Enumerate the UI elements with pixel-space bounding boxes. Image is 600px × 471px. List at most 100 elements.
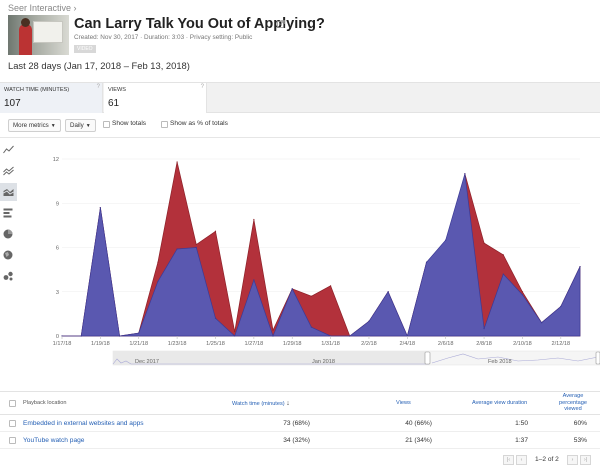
data-point[interactable]: [234, 335, 236, 337]
bubble-chart-icon: [3, 271, 13, 281]
data-point[interactable]: [502, 273, 504, 275]
data-point[interactable]: [387, 291, 389, 293]
external-link-icon[interactable]: [277, 20, 285, 30]
data-point[interactable]: [138, 332, 140, 334]
show-totals-label: Show totals: [112, 120, 147, 127]
x-tick-label: 2/6/18: [438, 341, 454, 347]
data-point[interactable]: [349, 335, 351, 337]
data-point[interactable]: [253, 279, 255, 281]
video-badge: VIDEO: [74, 45, 96, 53]
data-point[interactable]: [80, 335, 82, 337]
col-watch-time[interactable]: Watch time (minutes) ↓: [232, 400, 290, 407]
select-all-checkbox[interactable]: [9, 400, 16, 407]
stacked-area-icon: [3, 189, 14, 196]
show-percent-label: Show as % of totals: [170, 120, 228, 127]
data-point[interactable]: [234, 330, 236, 333]
data-point[interactable]: [176, 161, 178, 163]
video-title[interactable]: Can Larry Talk You Out of Applying?: [74, 16, 325, 32]
sort-down-icon: ↓: [286, 400, 290, 407]
row-views: 40 (66%): [405, 420, 432, 427]
video-header: Seer Interactive › Can Larry Talk You Ou…: [0, 0, 600, 58]
data-point[interactable]: [541, 322, 543, 324]
col-views[interactable]: Views: [396, 400, 411, 406]
data-point[interactable]: [310, 295, 313, 297]
line-chart-tool[interactable]: [0, 141, 17, 159]
data-point[interactable]: [483, 242, 485, 244]
row-location-link[interactable]: YouTube watch page: [23, 437, 85, 444]
data-point[interactable]: [406, 335, 408, 337]
data-point[interactable]: [310, 326, 313, 328]
row-checkbox[interactable]: [9, 420, 16, 427]
bubble-chart-tool[interactable]: [0, 267, 17, 285]
data-point[interactable]: [99, 207, 101, 209]
data-point[interactable]: [560, 305, 562, 308]
channel-breadcrumb[interactable]: Seer Interactive ›: [8, 3, 77, 13]
next-page-button[interactable]: ›: [567, 455, 578, 465]
first-page-button[interactable]: |‹: [503, 455, 514, 465]
data-point[interactable]: [445, 239, 447, 241]
data-point[interactable]: [214, 230, 217, 232]
x-tick-label: 1/21/18: [129, 341, 148, 347]
data-point[interactable]: [368, 320, 370, 322]
metric-tab-watch-time[interactable]: WATCH TIME (MINUTES) 107 ?: [0, 83, 103, 113]
data-point[interactable]: [521, 291, 524, 293]
x-tick-label: 1/27/18: [245, 341, 264, 347]
range-handle-left[interactable]: [424, 351, 431, 365]
interval-select[interactable]: Daily ▼: [65, 119, 96, 132]
date-range: Last 28 days (Jan 17, 2018 – Feb 13, 201…: [8, 60, 190, 71]
stacked-area-tool[interactable]: [0, 183, 17, 201]
row-location-link[interactable]: Embedded in external websites and apps: [23, 420, 144, 427]
data-point[interactable]: [253, 218, 255, 221]
metric-value: 61: [108, 98, 120, 109]
series-area-1[interactable]: [62, 173, 581, 338]
data-point[interactable]: [483, 328, 485, 330]
data-point[interactable]: [157, 280, 159, 283]
metric-label: VIEWS: [108, 87, 127, 93]
globe-icon: [3, 250, 13, 260]
prev-page-button[interactable]: ‹: [516, 455, 527, 465]
data-point[interactable]: [272, 335, 274, 337]
video-thumbnail[interactable]: [8, 15, 69, 55]
data-point[interactable]: [157, 261, 159, 263]
map-chart-tool[interactable]: [0, 246, 17, 264]
data-point[interactable]: [195, 243, 197, 246]
last-page-button[interactable]: ›|: [580, 455, 591, 465]
row-avg-duration: 1:50: [515, 420, 528, 427]
show-totals-checkbox[interactable]: [103, 121, 110, 128]
data-point[interactable]: [521, 294, 524, 296]
chart-controls: More metrics ▼ Daily ▼ Show totals Show as…: [0, 114, 600, 138]
more-metrics-button[interactable]: More metrics ▼: [8, 119, 61, 132]
data-point[interactable]: [195, 246, 197, 249]
show-percent-checkbox[interactable]: [161, 121, 168, 128]
x-tick-label: 2/10/18: [513, 341, 532, 347]
row-avg-percentage: 53%: [573, 437, 587, 444]
row-checkbox[interactable]: [9, 437, 16, 444]
col-avg-percentage[interactable]: Average percentage viewed: [559, 393, 587, 413]
data-point[interactable]: [464, 173, 466, 175]
data-point[interactable]: [214, 317, 217, 319]
x-tick-label: 1/29/18: [283, 341, 302, 347]
row-views: 21 (34%): [405, 437, 432, 444]
data-point[interactable]: [579, 266, 581, 268]
range-overview[interactable]: Dec 2017 Jan 2018 Feb 2018: [112, 350, 600, 366]
multi-line-tool[interactable]: [0, 162, 17, 180]
bar-chart-tool[interactable]: [0, 204, 17, 222]
help-icon[interactable]: ?: [200, 84, 204, 90]
data-point[interactable]: [176, 248, 178, 250]
metric-tabs: WATCH TIME (MINUTES) 107 ? VIEWS 61 ?: [0, 82, 600, 113]
data-point[interactable]: [272, 329, 274, 331]
overview-label: Feb 2018: [488, 359, 512, 365]
data-point[interactable]: [118, 335, 121, 337]
data-point[interactable]: [329, 285, 332, 287]
col-playback-location[interactable]: Playback location: [23, 400, 67, 406]
help-icon[interactable]: ?: [96, 84, 100, 90]
data-point[interactable]: [291, 288, 293, 290]
x-tick-label: 1/31/18: [321, 341, 340, 347]
pie-chart-tool[interactable]: [0, 225, 17, 243]
data-point[interactable]: [425, 261, 428, 263]
data-point[interactable]: [502, 254, 504, 256]
col-avg-duration[interactable]: Average view duration: [472, 400, 528, 406]
metric-tab-views[interactable]: VIEWS 61 ?: [104, 83, 207, 113]
x-tick-label: 1/17/18: [53, 341, 72, 347]
range-handle-right[interactable]: [595, 351, 600, 365]
